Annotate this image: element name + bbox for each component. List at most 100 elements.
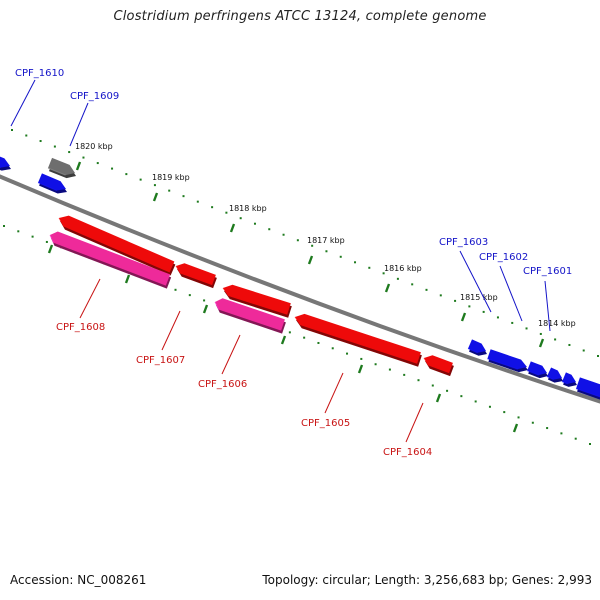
minor-tick: [454, 299, 457, 302]
kbp-tick-label: 1814 kbp: [538, 319, 576, 328]
minor-tick: [439, 294, 442, 297]
gene-label[interactable]: CPF_1610: [15, 68, 64, 79]
gene-cpf-1609: [37, 173, 67, 194]
minor-tick: [168, 189, 171, 192]
minor-tick: [139, 178, 142, 181]
gene-label-group: CPF_1601: [523, 266, 572, 332]
minor-tick: [582, 349, 585, 352]
minor-tick: [496, 316, 499, 319]
gene-cpf-1607: [175, 263, 217, 289]
leader-line: [10, 79, 36, 127]
major-tick: [280, 335, 287, 345]
kbp-tick-label: 1819 kbp: [152, 173, 190, 182]
gene-label[interactable]: CPF_1601: [523, 266, 572, 277]
kbp-tick-label: 1816 kbp: [384, 264, 422, 273]
gene-highlight: [37, 182, 57, 191]
minor-tick: [382, 272, 385, 275]
gene-body: [38, 173, 66, 191]
minor-tick: [431, 384, 434, 387]
gene-label-group: CPF_1607: [136, 310, 185, 366]
gene-body: [562, 372, 576, 384]
minor-tick: [460, 395, 463, 398]
major-tick: [460, 312, 467, 322]
minor-tick: [203, 299, 206, 302]
gene-label[interactable]: CPF_1602: [479, 252, 528, 263]
gene-label[interactable]: CPF_1609: [70, 91, 119, 102]
gene-body: [223, 284, 291, 315]
gene-label[interactable]: CPF_1606: [198, 379, 247, 390]
minor-tick: [346, 352, 349, 355]
leader-line: [324, 372, 344, 414]
gene-label[interactable]: CPF_1604: [383, 447, 432, 458]
minor-tick: [525, 327, 528, 330]
minor-tick: [517, 416, 520, 419]
gene-body: [176, 263, 216, 286]
gene-label-group: CPF_1608: [56, 278, 105, 333]
gene-label[interactable]: CPF_1605: [301, 418, 350, 429]
minor-tick: [268, 228, 271, 231]
minor-tick: [153, 184, 156, 187]
leader-line: [79, 278, 101, 319]
minor-tick: [25, 134, 28, 137]
minor-tick: [196, 200, 199, 203]
major-tick: [47, 244, 54, 254]
major-tick: [384, 283, 391, 293]
gene-cpf-1604: [423, 355, 454, 377]
minor-tick: [574, 437, 577, 440]
gene-highlight: [527, 370, 539, 376]
minor-tick: [303, 336, 306, 339]
minor-tick: [45, 240, 48, 243]
minor-tick: [388, 368, 391, 371]
major-tick: [202, 304, 209, 314]
gene-cpf-1608: [58, 215, 176, 276]
minor-tick: [296, 239, 299, 242]
gene-label[interactable]: CPF_1607: [136, 355, 185, 366]
gene-highlight: [175, 265, 182, 274]
leader-line: [499, 265, 523, 322]
gene-label-group: CPF_1603: [439, 237, 492, 313]
minor-tick: [239, 217, 242, 220]
backbone-layer: [0, 174, 600, 404]
genome-backbone: [0, 174, 600, 404]
major-tick: [229, 223, 236, 233]
minor-tick: [317, 341, 320, 344]
gene-highlight: [423, 357, 430, 366]
gene-label[interactable]: CPF_1603: [439, 237, 488, 248]
minor-tick: [354, 261, 357, 264]
minor-tick: [325, 250, 328, 253]
minor-tick: [11, 129, 13, 131]
leader-line: [405, 402, 424, 443]
minor-tick: [82, 156, 85, 159]
minor-tick: [417, 379, 420, 382]
gene-body: [0, 156, 10, 168]
gene-body: [527, 361, 547, 376]
leader-line: [544, 280, 551, 332]
minor-tick: [411, 283, 414, 286]
major-tick: [75, 161, 82, 171]
gene-body: [576, 377, 600, 397]
gene-body: [47, 157, 75, 176]
minor-tick: [539, 332, 542, 335]
gene-highlight: [487, 358, 518, 370]
gene-pink-2: [214, 298, 286, 334]
minor-tick: [403, 373, 406, 376]
minor-tick: [253, 222, 256, 225]
gene-highlight: [47, 167, 66, 176]
gene-body: [59, 215, 175, 273]
minor-tick: [531, 421, 534, 424]
gene-layer: [0, 156, 600, 400]
gene-b-3: [561, 372, 577, 387]
minor-tick: [31, 235, 34, 238]
minor-tick: [546, 427, 549, 430]
gene-highlight: [58, 217, 65, 227]
tick-layer: 1820 kbp 1819 kbp 1818 kbp 1817 kbp 1816 kbp…: [3, 129, 599, 445]
minor-tick: [554, 338, 557, 341]
gene-body: [467, 339, 486, 353]
minor-tick: [3, 225, 5, 227]
minor-tick: [597, 355, 599, 357]
minor-tick: [225, 211, 228, 214]
gene-label-group: CPF_1604: [383, 402, 432, 458]
gene-label[interactable]: CPF_1608: [56, 322, 105, 333]
minor-tick: [17, 230, 20, 233]
